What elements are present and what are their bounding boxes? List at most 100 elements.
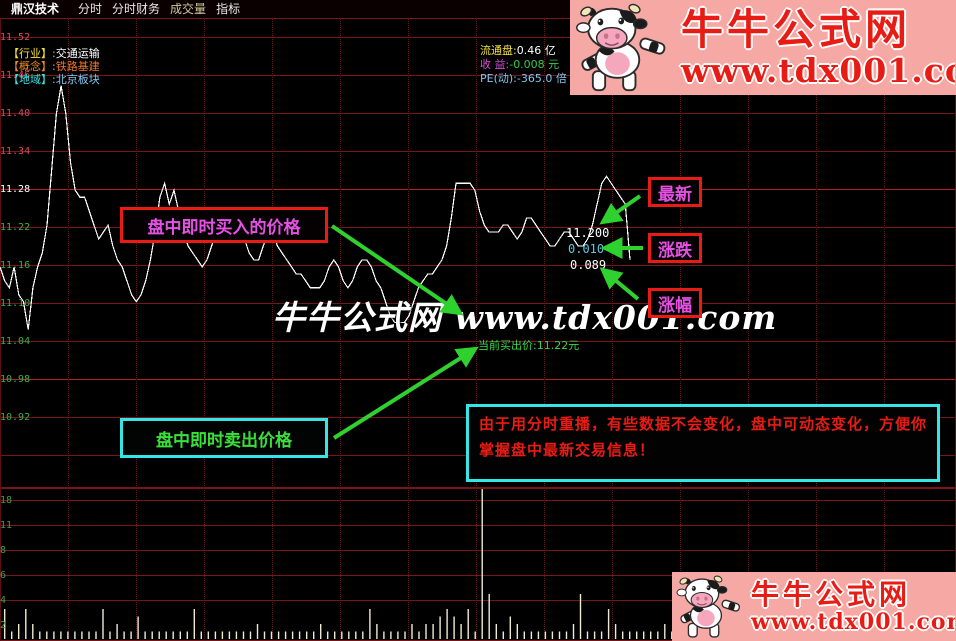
menu-item-fenshi[interactable]: 分时 <box>78 2 103 16</box>
logo-banner-top[interactable]: 牛牛公式网 www.tdx001.com <box>570 0 956 95</box>
gridline-v <box>408 488 409 641</box>
gridline-v <box>408 18 409 488</box>
logo-text: 牛牛公式网 www.tdx001.com <box>751 579 956 635</box>
volume-bar <box>53 631 55 639</box>
arrow-latest <box>599 194 642 225</box>
volume-bar <box>474 631 476 639</box>
price-readouts: 11.200 0.010 0.089 <box>566 225 609 273</box>
sector-row-region: 【地域】:北京板块 <box>8 73 100 86</box>
volume-bar <box>348 631 350 639</box>
volume-bar <box>523 631 525 639</box>
gridline-h <box>0 341 956 342</box>
volume-bar <box>355 631 357 639</box>
fin-row-float-shares: 流通盘:0.46 亿 <box>480 44 567 58</box>
volume-bar <box>74 631 76 639</box>
volume-bar <box>165 631 167 639</box>
sep: : <box>52 60 56 73</box>
y-axis-label: 11.16 <box>0 260 31 271</box>
gridline-h <box>0 600 956 601</box>
volume-bar <box>11 631 13 639</box>
volume-bar <box>18 624 20 639</box>
y-axis-label: 11.40 <box>0 108 31 119</box>
gridline-v <box>612 488 613 641</box>
pe-value: -365.0 倍 <box>516 72 567 85</box>
volume-bar <box>558 631 561 639</box>
volume-bar <box>516 624 518 639</box>
logo-url: www.tdx001.com <box>751 608 956 635</box>
y-axis-label: 11.28 <box>0 184 31 195</box>
latest-price-value: 11.200 <box>566 226 610 240</box>
volume-bar <box>151 631 153 639</box>
volume-bar <box>607 609 610 639</box>
volume-bar <box>25 609 27 639</box>
region-value: 北京板块 <box>55 73 100 86</box>
gridline-v <box>204 18 205 488</box>
volume-bar <box>130 631 132 639</box>
volume-bar <box>593 631 596 639</box>
volume-bar <box>109 631 111 639</box>
y-axis-label: 11.10 <box>0 298 31 309</box>
gridline-v <box>272 18 273 488</box>
menu-item-fenshi-caiwu[interactable]: 分时财务 <box>112 2 161 16</box>
volume-bar <box>116 624 118 639</box>
volume-axis-label: 4 <box>0 595 7 606</box>
gridline-v <box>272 488 273 641</box>
region-tag: 【地域】 <box>8 73 52 86</box>
volume-axis-label: 2 <box>0 620 7 631</box>
volume-bar <box>200 631 202 639</box>
industry-value: 交通运输 <box>55 47 100 60</box>
volume-bar <box>495 624 497 639</box>
eps-value: -0.008 元 <box>509 58 560 71</box>
volume-bar <box>172 631 174 639</box>
logo-text: 牛牛公式网 www.tdx001.com <box>681 6 955 90</box>
volume-bar <box>390 631 392 639</box>
float-shares-value: 0.46 亿 <box>516 44 556 57</box>
menu-item-chengjiaoliang[interactable]: 成交量 <box>170 2 207 16</box>
volume-bar <box>537 631 540 639</box>
volume-bar <box>453 616 455 639</box>
y-axis-label: 11.22 <box>0 222 31 233</box>
y-axis-label: 11.34 <box>0 146 31 157</box>
annotation-note: 由于用分时重播，有些数据不会变化，盘中可动态变化，方便你掌握盘中最新交易信息！ <box>466 404 940 482</box>
sep: : <box>505 58 510 71</box>
volume-bar <box>362 631 364 639</box>
volume-bar <box>235 631 238 639</box>
gridline-h <box>0 227 956 228</box>
volume-bar <box>207 631 209 639</box>
y-axis-label: 10.92 <box>0 412 31 423</box>
arrow-buy-to-chart <box>330 224 464 316</box>
pe-label: PE(动) <box>480 72 514 85</box>
gridline-v <box>748 18 749 488</box>
annotation-sell-price: 盘中即时卖出价格 <box>120 418 328 458</box>
volume-bar <box>657 631 659 639</box>
gridline-h <box>0 113 956 114</box>
change-value: 0.010 <box>568 242 605 256</box>
volume-axis-label: 6 <box>0 570 7 581</box>
menu-stock-name[interactable]: 鼎汉技术 <box>11 2 60 16</box>
sep: : <box>52 73 56 86</box>
logo-banner-bottom[interactable]: 牛牛公式网 www.tdx001.com <box>672 572 956 641</box>
volume-bar <box>158 631 160 639</box>
volume-bar <box>369 609 371 639</box>
volume-bar <box>4 609 6 639</box>
volume-bar <box>137 616 139 639</box>
menu-item-zhibiao[interactable]: 指标 <box>216 2 241 16</box>
gridline-v <box>340 488 341 641</box>
volume-bar <box>622 631 624 639</box>
volume-bar <box>446 609 448 639</box>
gridline-h <box>0 488 956 489</box>
volume-bar <box>341 631 343 639</box>
volume-bar <box>313 631 315 639</box>
volume-bar <box>488 594 490 639</box>
logo-url: www.tdx001.com <box>681 50 955 90</box>
volume-bar <box>46 631 48 639</box>
gridline-h <box>0 75 956 76</box>
volume-axis-label: 8 <box>0 545 7 556</box>
volume-bar <box>67 631 69 639</box>
volume-bar <box>636 631 638 639</box>
volume-bar <box>629 631 631 639</box>
gridline-v <box>136 488 137 641</box>
sector-row-industry: 【行业】:交通运输 <box>8 47 100 60</box>
gridline-v <box>884 18 885 488</box>
